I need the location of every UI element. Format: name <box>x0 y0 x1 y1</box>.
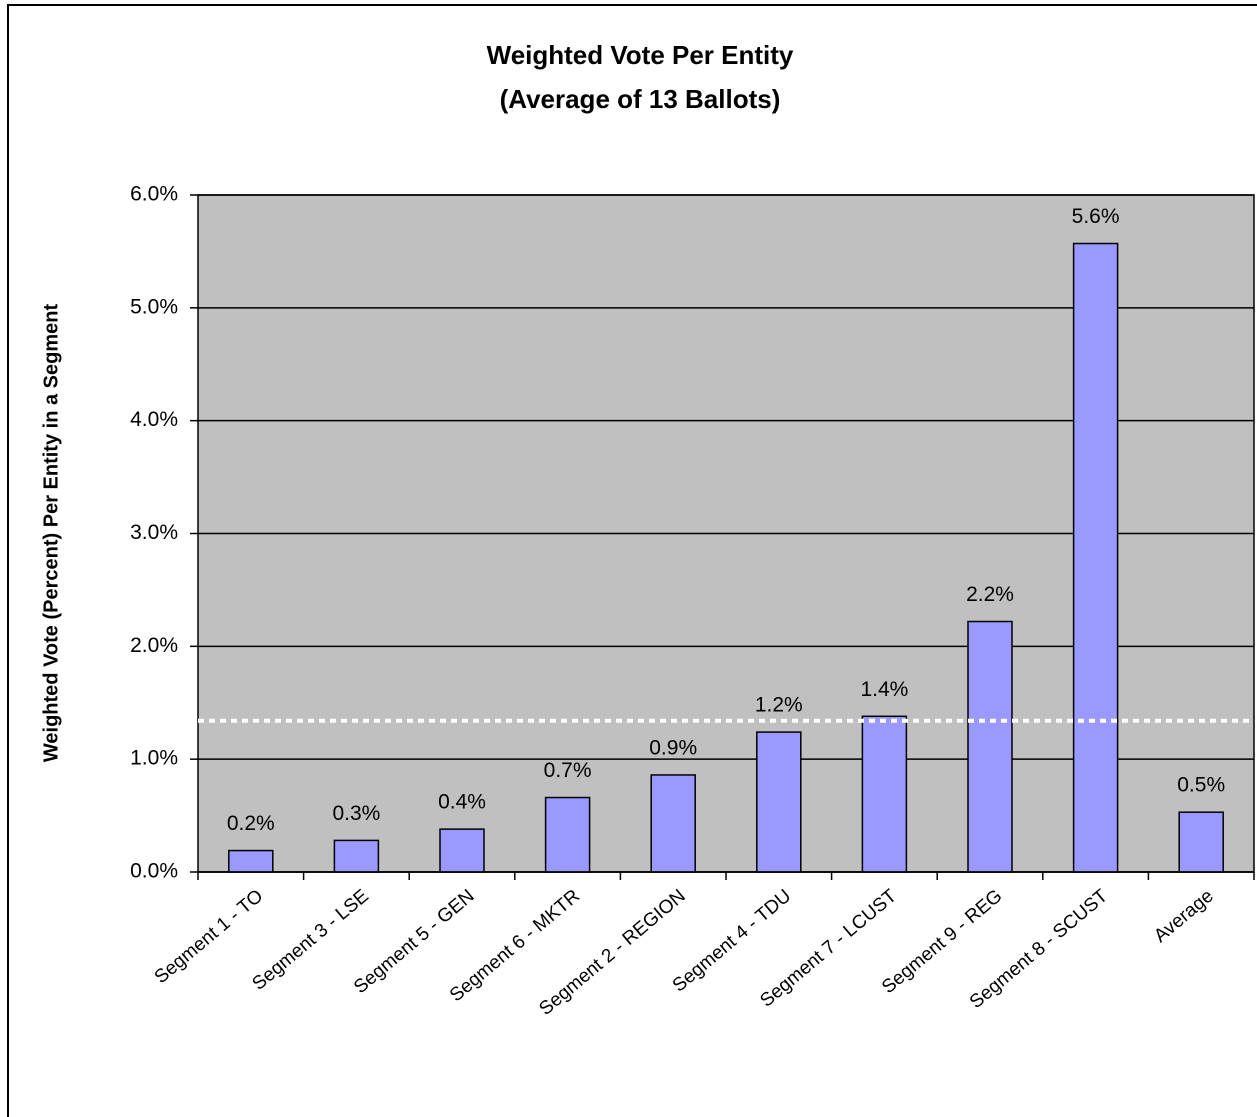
bar <box>333 839 380 873</box>
value-label: 1.4% <box>860 678 908 701</box>
y-axis-label: Weighted Vote (Percent) Per Entity in a … <box>40 304 62 763</box>
value-label: 0.7% <box>544 759 592 782</box>
bar <box>650 774 696 873</box>
value-label: 0.4% <box>438 791 486 814</box>
value-label: 0.9% <box>649 737 697 760</box>
y-tick-label: 1.0% <box>130 747 178 770</box>
y-tick-label: 0.0% <box>130 860 178 883</box>
value-label: 5.6% <box>1072 205 1120 228</box>
chart-subtitle: (Average of 13 Ballots) <box>500 84 781 114</box>
value-label: 0.3% <box>332 802 380 825</box>
bar <box>439 828 485 873</box>
value-label: 0.5% <box>1177 774 1225 797</box>
y-tick-label: 2.0% <box>130 634 178 657</box>
y-tick-label: 5.0% <box>130 295 178 318</box>
bar <box>1178 811 1224 873</box>
bar <box>228 849 274 873</box>
bar <box>861 715 908 873</box>
bar <box>967 620 1013 873</box>
value-label: 0.2% <box>227 812 275 835</box>
y-tick-label: 4.0% <box>130 408 178 431</box>
bar <box>756 731 802 873</box>
bar <box>544 796 591 873</box>
chart-title: Weighted Vote Per Entity <box>487 40 794 70</box>
y-tick-label: 6.0% <box>130 183 178 206</box>
value-label: 2.2% <box>966 583 1014 606</box>
value-label: 1.2% <box>755 694 803 717</box>
bar <box>1072 242 1119 873</box>
y-tick-label: 3.0% <box>130 521 178 544</box>
